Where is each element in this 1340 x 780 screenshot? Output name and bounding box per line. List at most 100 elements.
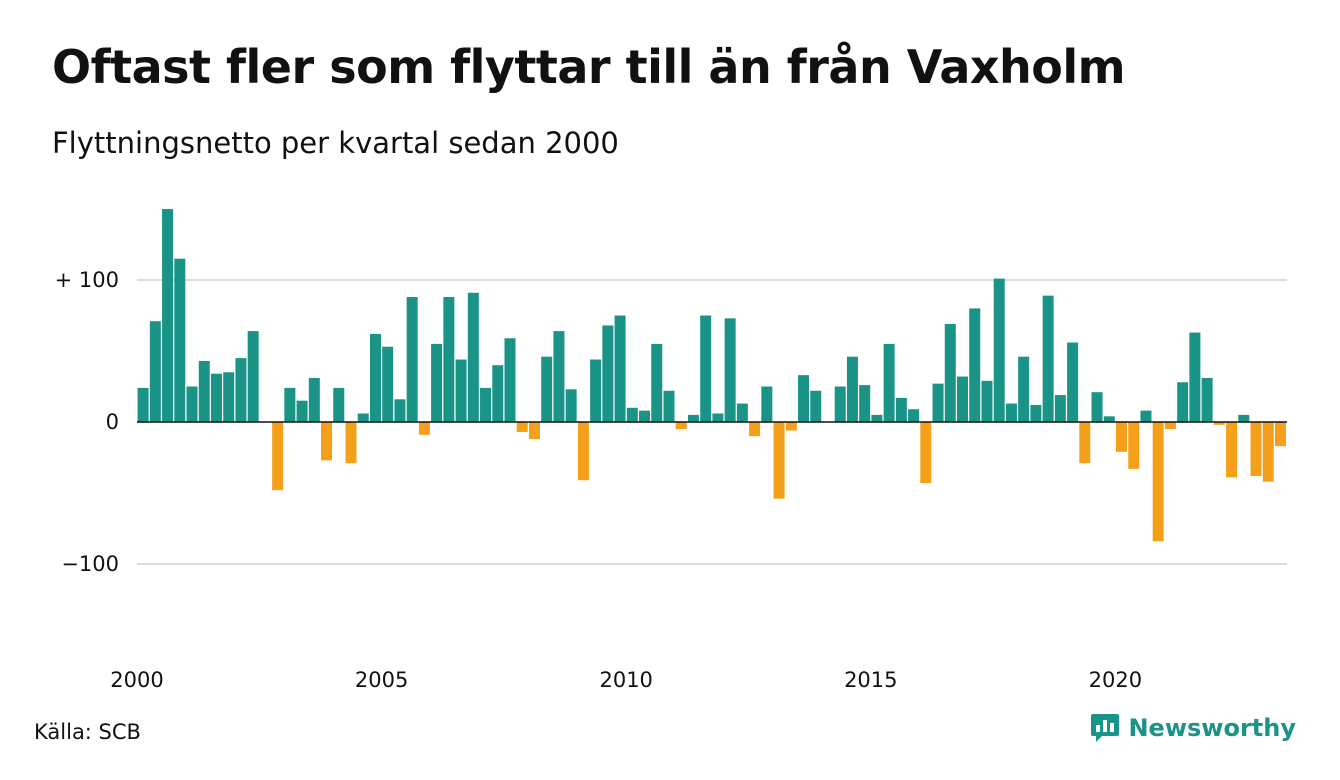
bar-positive <box>1042 295 1054 422</box>
bar-positive <box>1177 382 1189 422</box>
x-tick-label: 2020 <box>1089 668 1142 692</box>
bar-positive <box>162 209 174 422</box>
bar-positive <box>798 375 810 422</box>
bar-negative <box>577 422 589 481</box>
bar-positive <box>382 346 394 422</box>
bar-positive <box>1030 404 1042 422</box>
bar-positive <box>553 331 565 422</box>
bar-negative <box>1152 422 1164 542</box>
bar-negative <box>773 422 785 499</box>
bar-positive <box>1054 395 1066 422</box>
bar-positive <box>846 356 858 422</box>
bar-negative <box>272 422 284 491</box>
bar-positive <box>908 409 920 422</box>
bar-positive <box>602 325 614 422</box>
x-tick-label: 2010 <box>599 668 652 692</box>
bar-positive <box>810 390 822 422</box>
bar-positive <box>883 343 895 422</box>
chart-title: Oftast fler som flyttar till än från Vax… <box>52 40 1126 94</box>
bar-positive <box>137 387 149 422</box>
bar-positive <box>1018 356 1030 422</box>
bar-negative <box>516 422 528 432</box>
bar-positive <box>174 258 186 422</box>
bar-positive <box>480 387 492 422</box>
bar-positive <box>993 278 1005 422</box>
bar-positive <box>944 324 956 422</box>
source-note: Källa: SCB <box>34 720 141 744</box>
bar-positive <box>308 377 320 422</box>
grid-layer <box>137 279 1287 565</box>
bar-positive <box>492 365 504 422</box>
bar-positive <box>198 360 210 422</box>
bar-negative <box>1250 422 1262 476</box>
bar-positive <box>1140 410 1152 422</box>
bar-positive <box>871 414 883 422</box>
bar-positive <box>431 343 443 422</box>
bar-positive <box>149 321 161 422</box>
bar-positive <box>626 407 638 422</box>
bar-positive <box>296 400 308 422</box>
bar-positive <box>504 338 516 422</box>
newsworthy-icon <box>1091 714 1120 742</box>
y-tick-label: −100 <box>61 552 119 576</box>
bar-positive <box>834 386 846 422</box>
bar-positive <box>235 358 247 422</box>
bar-positive <box>895 397 907 422</box>
bar-negative <box>1116 422 1127 452</box>
bar-negative <box>1226 422 1238 478</box>
bar-positive <box>394 399 406 422</box>
bar-positive <box>724 318 736 422</box>
bar-positive <box>467 292 479 422</box>
bar-positive <box>663 390 675 422</box>
bar-positive <box>1103 416 1115 422</box>
bar-positive <box>859 385 871 422</box>
bar-positive <box>969 308 981 422</box>
bar-negative <box>321 422 333 461</box>
bar-positive <box>639 410 651 422</box>
bar-positive <box>590 359 602 422</box>
bars-layer <box>137 209 1286 542</box>
bar-positive <box>1067 342 1079 422</box>
bar-positive <box>700 315 712 422</box>
bar-negative <box>1213 422 1225 425</box>
bar-positive <box>1005 403 1017 422</box>
bar-negative <box>1079 422 1091 464</box>
y-tick-label: + 100 <box>55 268 119 292</box>
bar-positive <box>712 413 724 422</box>
bar-negative <box>920 422 932 484</box>
bar-positive <box>369 333 381 422</box>
bar-positive <box>651 343 663 422</box>
bar-positive <box>687 414 699 422</box>
chart-subtitle: Flyttningsnetto per kvartal sedan 2000 <box>52 126 619 160</box>
bar-positive <box>736 403 748 422</box>
bar-positive <box>932 383 944 422</box>
bar-positive <box>223 372 235 422</box>
bar-positive <box>406 297 418 422</box>
bar-positive <box>957 376 969 422</box>
bar-positive <box>1189 332 1201 422</box>
y-axis: + 100 0 −100 <box>55 268 119 576</box>
bar-negative <box>1128 422 1140 469</box>
bar-positive <box>455 359 467 422</box>
bar-positive <box>981 380 993 422</box>
x-axis: 2000 2005 2010 2015 2020 <box>110 668 1142 692</box>
newsworthy-logo[interactable]: Newsworthy <box>1090 712 1296 744</box>
x-tick-label: 2005 <box>355 668 408 692</box>
bar-negative <box>1164 422 1176 430</box>
bar-negative <box>675 422 687 430</box>
bar-positive <box>1238 414 1250 422</box>
bar-negative <box>749 422 761 437</box>
bar-negative <box>1262 422 1274 482</box>
bar-negative <box>785 422 797 431</box>
bar-positive <box>186 386 198 422</box>
bar-negative <box>1274 422 1286 447</box>
bar-positive <box>357 413 369 422</box>
bar-positive <box>443 297 455 422</box>
bar-negative <box>528 422 540 440</box>
bar-positive <box>1091 392 1103 422</box>
bar-positive <box>284 387 296 422</box>
bar-positive <box>565 389 577 422</box>
x-tick-label: 2000 <box>110 668 163 692</box>
y-tick-label: 0 <box>106 410 119 434</box>
x-tick-label: 2015 <box>844 668 897 692</box>
